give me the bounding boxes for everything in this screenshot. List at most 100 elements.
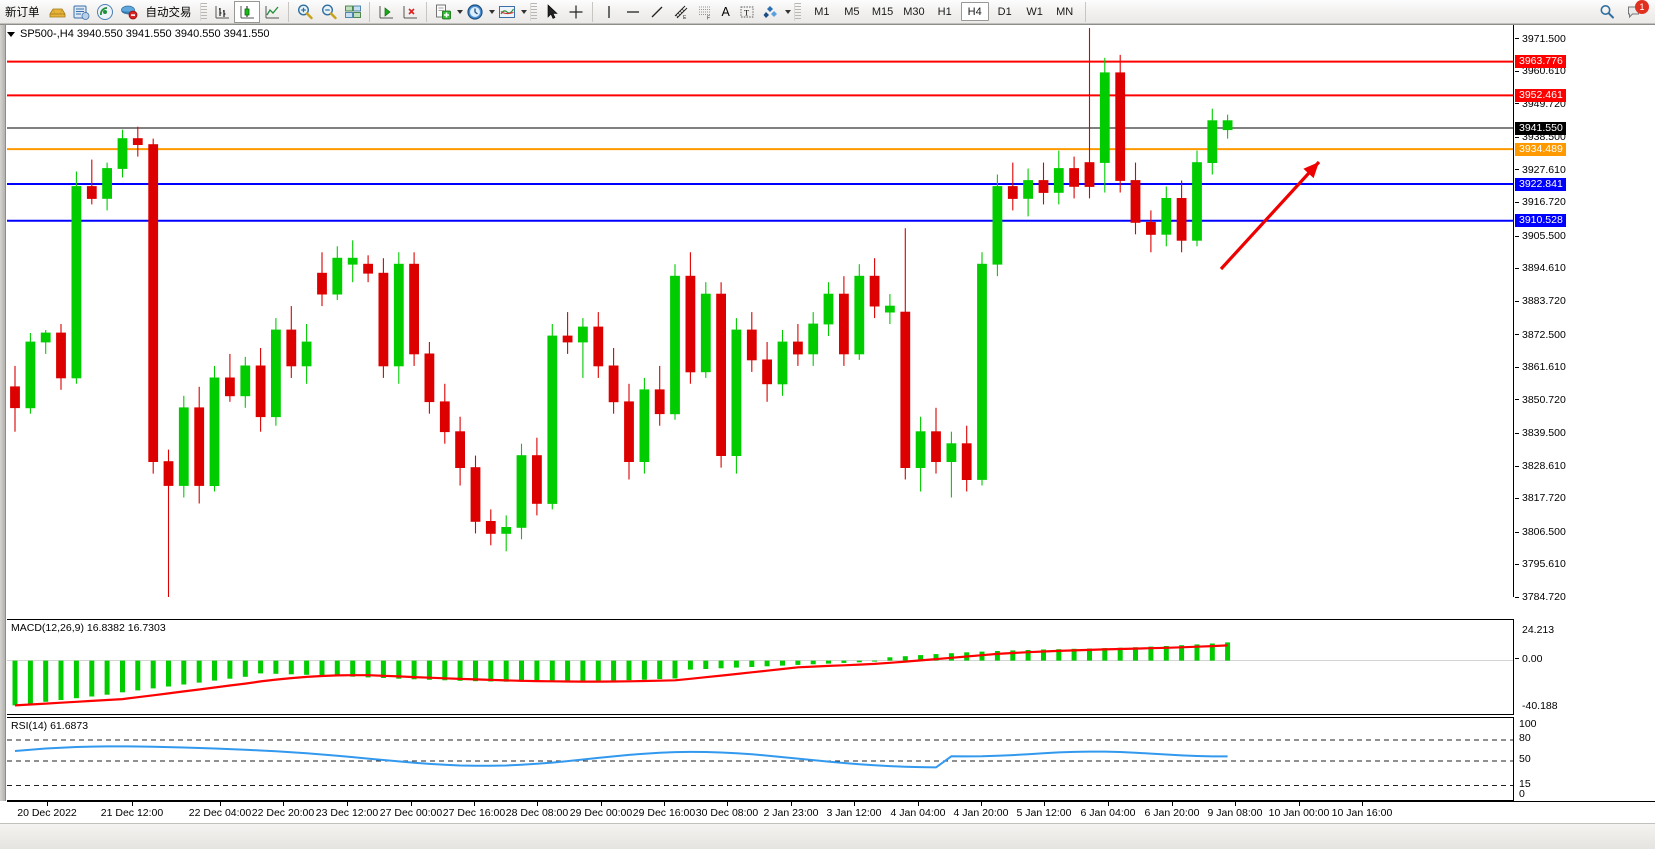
macd-tick: 0.00	[1515, 653, 1542, 665]
time-tick-mark	[1299, 802, 1300, 806]
chart-menu-caret-icon[interactable]	[7, 31, 15, 37]
price-pane[interactable]	[7, 25, 1514, 597]
current-price-label[interactable]: 3941.550	[1515, 121, 1566, 135]
zoom-out-icon[interactable]	[317, 1, 341, 23]
text-label-icon[interactable]: T	[735, 1, 759, 23]
timeframe-d1[interactable]: D1	[997, 5, 1012, 18]
price-tick: 3949.720	[1515, 98, 1566, 110]
vertical-line-icon[interactable]	[597, 1, 621, 23]
signal-icon[interactable]	[93, 1, 117, 23]
crosshair-icon[interactable]	[564, 1, 588, 23]
line-chart-icon[interactable]	[260, 1, 284, 23]
timeframe-m15[interactable]: M15	[871, 5, 894, 18]
price-scale[interactable]: 3971.500 3960.610 3949.720 3938.500 3927.610…	[1515, 25, 1655, 801]
time-tick-mark	[664, 802, 665, 806]
time-tick-label: 4 Jan 04:00	[890, 807, 946, 819]
toolbar-divider-4	[591, 1, 593, 22]
svg-text:E: E	[683, 15, 687, 21]
time-tick-mark	[1108, 802, 1109, 806]
rsi-tick: 15	[1519, 777, 1531, 790]
new-order-button[interactable]: 新订单	[0, 1, 45, 23]
rsi-pane[interactable]: RSI(14) 61.6873	[7, 717, 1514, 801]
toolbar-divider-2	[368, 1, 370, 22]
timeframe-m30[interactable]: M30	[903, 5, 925, 18]
time-tick-label: 5 Jan 12:00	[1016, 807, 1072, 819]
equidistant-channel-icon[interactable]: E	[669, 1, 693, 23]
auto-scroll-icon[interactable]	[398, 1, 422, 23]
price-tick: 3905.500	[1515, 230, 1566, 242]
price-tick: 3828.610	[1515, 460, 1566, 472]
svg-text:T: T	[744, 7, 750, 17]
price-tick: 3850.720	[1515, 394, 1566, 406]
support-level-2[interactable]: 3910.528	[1515, 214, 1566, 228]
time-tick-label: 3 Jan 12:00	[826, 807, 882, 819]
trendline-icon[interactable]	[645, 1, 669, 23]
price-tick: 3861.610	[1515, 362, 1566, 373]
gold-bar-icon[interactable]	[45, 1, 69, 23]
auto-trading-button[interactable]: 自动交易	[141, 1, 197, 23]
time-tick-label: 27 Dec 00:00	[379, 807, 443, 819]
time-tick-mark	[1235, 802, 1236, 806]
terminal-icon[interactable]	[69, 1, 93, 23]
period-icon[interactable]	[463, 1, 487, 23]
chevron-down-icon-3[interactable]	[520, 9, 527, 14]
resistance-level-1[interactable]: 3963.776	[1515, 55, 1566, 69]
notification-count-badge: 1	[1635, 0, 1649, 14]
pivot-level[interactable]: 3934.489	[1515, 142, 1566, 156]
bar-chart-icon[interactable]	[210, 1, 234, 23]
timeframe-m5[interactable]: M5	[844, 5, 860, 18]
time-tick-label: 28 Dec 08:00	[505, 807, 569, 819]
notifications-icon[interactable]: 1	[1623, 0, 1649, 23]
time-scale[interactable]: 20 Dec 2022 21 Dec 12:00 22 Dec 04:00 22 De…	[7, 801, 1655, 823]
timeframe-h4[interactable]: H4	[960, 2, 989, 21]
fibonacci-icon[interactable]: F	[693, 1, 717, 23]
cursor-icon[interactable]	[540, 1, 564, 23]
time-tick-label: 29 Dec 00:00	[569, 807, 633, 819]
horizontal-line-icon[interactable]	[621, 1, 645, 23]
time-tick-label: 29 Dec 16:00	[632, 807, 696, 819]
timeframe-m1[interactable]: M1	[814, 5, 830, 18]
tick-mark	[1515, 658, 1519, 660]
time-tick-mark	[727, 802, 728, 806]
support-level-1[interactable]: 3922.841	[1515, 177, 1566, 191]
new-order-label: 新订单	[5, 6, 40, 19]
time-tick-mark	[347, 802, 348, 806]
auto-trading-icon[interactable]	[117, 1, 141, 23]
time-tick-label: 21 Dec 12:00	[100, 807, 164, 819]
vertical-scrollbar[interactable]	[0, 25, 6, 801]
candlestick-chart	[7, 28, 1513, 597]
toolbar-separator-3	[793, 2, 801, 21]
price-tick: 3960.610	[1515, 66, 1566, 77]
macd-pane[interactable]: MACD(12,26,9) 16.8382 16.7303	[7, 619, 1514, 715]
tile-windows-icon[interactable]	[341, 1, 365, 23]
templates-icon[interactable]	[495, 1, 519, 23]
chart-header: SP500-,H4 3940.550 3941.550 3940.550 394…	[7, 27, 270, 41]
time-tick-label: 2 Jan 23:00	[763, 807, 819, 819]
tick-mark	[1515, 70, 1519, 72]
timeframe-mn[interactable]: MN	[1056, 5, 1074, 18]
text-icon[interactable]: A	[721, 4, 730, 19]
rsi-tick: 50	[1519, 753, 1531, 765]
chevron-down-icon-2[interactable]	[488, 9, 495, 14]
shapes-icon[interactable]	[759, 1, 783, 23]
timeframe-w1[interactable]: W1	[1026, 5, 1043, 18]
time-tick-mark	[791, 802, 792, 806]
chevron-down-icon-4[interactable]	[784, 9, 791, 14]
chart-shift-icon[interactable]	[374, 1, 398, 23]
tick-mark	[1515, 300, 1519, 302]
chevron-down-icon[interactable]	[456, 9, 463, 14]
add-indicator-icon[interactable]	[431, 1, 455, 23]
price-tick: 3971.500	[1515, 33, 1566, 45]
chart-window: SP500-,H4 3940.550 3941.550 3940.550 394…	[0, 24, 1655, 849]
time-tick-label: 10 Jan 00:00	[1268, 807, 1330, 819]
candlestick-icon[interactable]	[233, 0, 260, 23]
zoom-in-icon[interactable]	[293, 1, 317, 23]
time-tick-label: 30 Dec 08:00	[695, 807, 759, 819]
search-icon[interactable]	[1595, 1, 1619, 23]
price-tick: 3916.720	[1515, 197, 1566, 208]
timeframe-h1[interactable]: H1	[937, 5, 952, 18]
time-tick-label: 6 Jan 04:00	[1080, 807, 1136, 819]
resistance-level-2[interactable]: 3952.461	[1515, 88, 1566, 102]
price-tick: 3927.610	[1515, 164, 1566, 176]
status-bar	[0, 823, 1655, 849]
